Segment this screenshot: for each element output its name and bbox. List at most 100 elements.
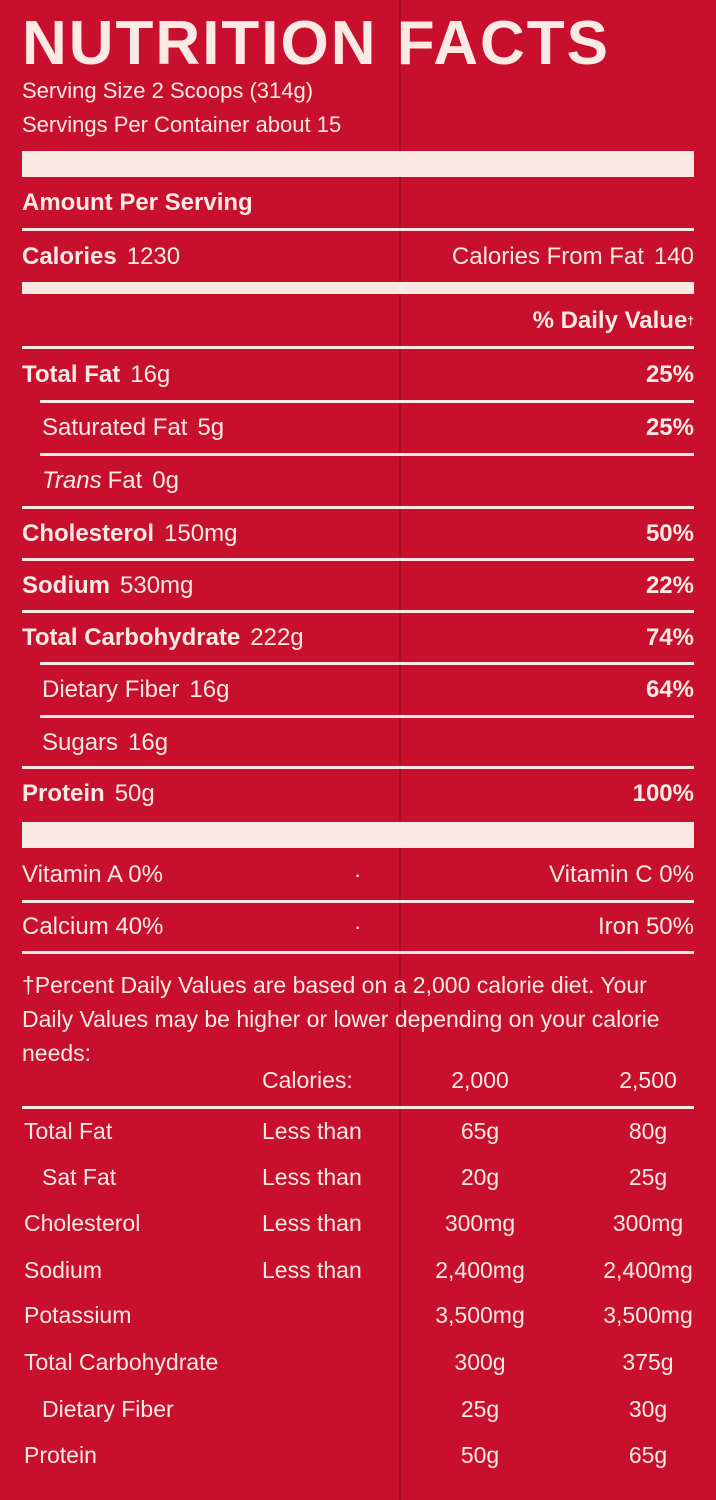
footer-nutrient: Sat Fat <box>42 1164 117 1190</box>
nutrient-row-cholesterol: Cholesterol 150mg 50% <box>22 509 694 559</box>
thick-divider <box>22 151 694 177</box>
nutrient-row-sugars: Sugars 16g <box>22 718 694 768</box>
nutrient-row-total-fat: Total Fat 16g 25% <box>22 350 694 400</box>
nutrient-name: Dietary Fiber <box>42 676 180 703</box>
footer-value-2000: 20g <box>460 1164 500 1190</box>
divider <box>22 228 694 231</box>
divider <box>22 506 694 509</box>
daily-value-header-row: % Daily Value † <box>22 296 694 346</box>
nutrient-daily-value: 74% <box>645 624 694 651</box>
footer-header-2000: 2,000 <box>451 1067 509 1093</box>
nutrient-name: Cholesterol <box>22 520 155 547</box>
divider <box>40 715 694 718</box>
nutrient-daily-value: 25% <box>645 361 694 388</box>
nutrient-amount: 222g <box>250 624 304 651</box>
footer-nutrient: Sodium <box>24 1257 102 1283</box>
vitamin-a: Vitamin A 0% <box>22 861 163 888</box>
divider <box>22 900 694 903</box>
nutrient-daily-value: 64% <box>645 676 694 703</box>
panel-title: NUTRITION FACTS <box>22 9 610 78</box>
footer-value-2000: 300g <box>454 1349 506 1375</box>
footer-value-2000: 65g <box>460 1118 500 1144</box>
footer-value-2000: 2,400mg <box>435 1257 525 1283</box>
nutrient-row-total-carbohydrate: Total Carbohydrate 222g 74% <box>22 613 694 663</box>
footer-value-2500: 2,400mg <box>603 1257 693 1283</box>
footer-table-header: Calories: 2,000 2,500 <box>22 1067 694 1099</box>
footer-value-2500: 3,500mg <box>603 1302 693 1328</box>
iron: Iron 50% <box>597 913 694 940</box>
footer-value-2500: 300mg <box>612 1210 684 1236</box>
calories-from-fat-value: 140 <box>653 243 694 270</box>
separator-dot: · <box>354 914 362 939</box>
nutrient-amount: 16g <box>130 361 171 388</box>
divider <box>40 400 694 403</box>
footer-header-calories: Calories: <box>262 1067 353 1093</box>
vitamin-row-1: Vitamin A 0% · Vitamin C 0% <box>22 850 694 900</box>
footer-nutrient: Potassium <box>24 1302 132 1328</box>
nutrient-name: Total Carbohydrate <box>22 624 241 651</box>
nutrient-name: Fat <box>107 467 143 494</box>
footer-nutrient: Total Carbohydrate <box>24 1349 219 1375</box>
footer-value-2500: 25g <box>628 1164 668 1190</box>
divider <box>22 610 694 613</box>
footer-qualifier: Less than <box>262 1210 362 1236</box>
footer-value-2000: 50g <box>460 1442 500 1468</box>
divider <box>22 951 694 954</box>
nutrient-daily-value: 100% <box>632 780 694 807</box>
footer-value-2500: 80g <box>628 1118 668 1144</box>
footer-value-2500: 30g <box>628 1396 668 1422</box>
nutrient-amount: 0g <box>152 467 179 494</box>
nutrient-name: Sodium <box>22 572 110 599</box>
nutrient-row-saturated-fat: Saturated Fat 5g 25% <box>22 403 694 453</box>
divider <box>40 453 694 456</box>
divider <box>22 558 694 561</box>
calories-from-fat-label: Calories From Fat <box>451 243 644 270</box>
vitamin-row-2: Calcium 40% · Iron 50% <box>22 902 694 952</box>
divider <box>22 766 694 769</box>
footer-nutrient: Cholesterol <box>24 1210 141 1236</box>
footer-header-2500: 2,500 <box>619 1067 677 1093</box>
nutrient-amount: 50g <box>114 780 155 807</box>
footer-nutrient: Dietary Fiber <box>42 1396 174 1422</box>
dagger-mark: † <box>687 314 694 328</box>
daily-value-footnote: †Percent Daily Values are based on a 2,0… <box>22 972 660 1066</box>
nutrient-amount: 150mg <box>164 520 238 547</box>
footer-nutrient: Total Fat <box>24 1118 113 1144</box>
divider <box>22 346 694 349</box>
nutrient-row-sodium: Sodium 530mg 22% <box>22 561 694 611</box>
nutrient-row-trans-fat: Trans Fat 0g <box>22 456 694 506</box>
footer-value-2000: 3,500mg <box>435 1302 525 1328</box>
nutrient-row-dietary-fiber: Dietary Fiber 16g 64% <box>22 665 694 715</box>
nutrient-amount: 5g <box>197 414 225 441</box>
calories-value: 1230 <box>126 243 181 270</box>
divider <box>22 1106 694 1109</box>
footer-qualifier: Less than <box>262 1164 362 1190</box>
amount-per-serving-label: Amount Per Serving <box>22 189 253 216</box>
calories-row: Calories 1230 Calories From Fat 140 <box>22 232 694 282</box>
medium-divider <box>22 282 694 294</box>
calories-label: Calories <box>22 243 117 270</box>
nutrient-amount: 16g <box>128 729 169 756</box>
nutrient-daily-value: 22% <box>645 572 694 599</box>
servings-per-container: Servings Per Container about 15 <box>22 112 342 137</box>
nutrient-name: Saturated Fat <box>42 414 188 441</box>
footer-value-2000: 25g <box>460 1396 500 1422</box>
nutrient-name-italic: Trans <box>42 467 102 494</box>
footer-qualifier: Less than <box>262 1257 362 1283</box>
divider <box>40 662 694 665</box>
calcium: Calcium 40% <box>22 913 164 940</box>
nutrient-name: Total Fat <box>22 361 121 388</box>
footer-value-2500: 65g <box>628 1442 668 1468</box>
vitamin-c: Vitamin C 0% <box>549 861 694 888</box>
amount-per-serving-row: Amount Per Serving <box>22 178 694 228</box>
nutrient-daily-value: 50% <box>645 520 694 547</box>
footer-value-2000: 300mg <box>444 1210 516 1236</box>
nutrient-amount: 530mg <box>120 572 194 599</box>
daily-value-header: % Daily Value <box>532 307 688 334</box>
thick-divider <box>22 822 694 848</box>
footer-qualifier: Less than <box>262 1118 362 1144</box>
serving-size: Serving Size 2 Scoops (314g) <box>22 78 314 103</box>
nutrient-name: Protein <box>22 780 105 807</box>
footer-nutrient: Protein <box>24 1442 97 1468</box>
